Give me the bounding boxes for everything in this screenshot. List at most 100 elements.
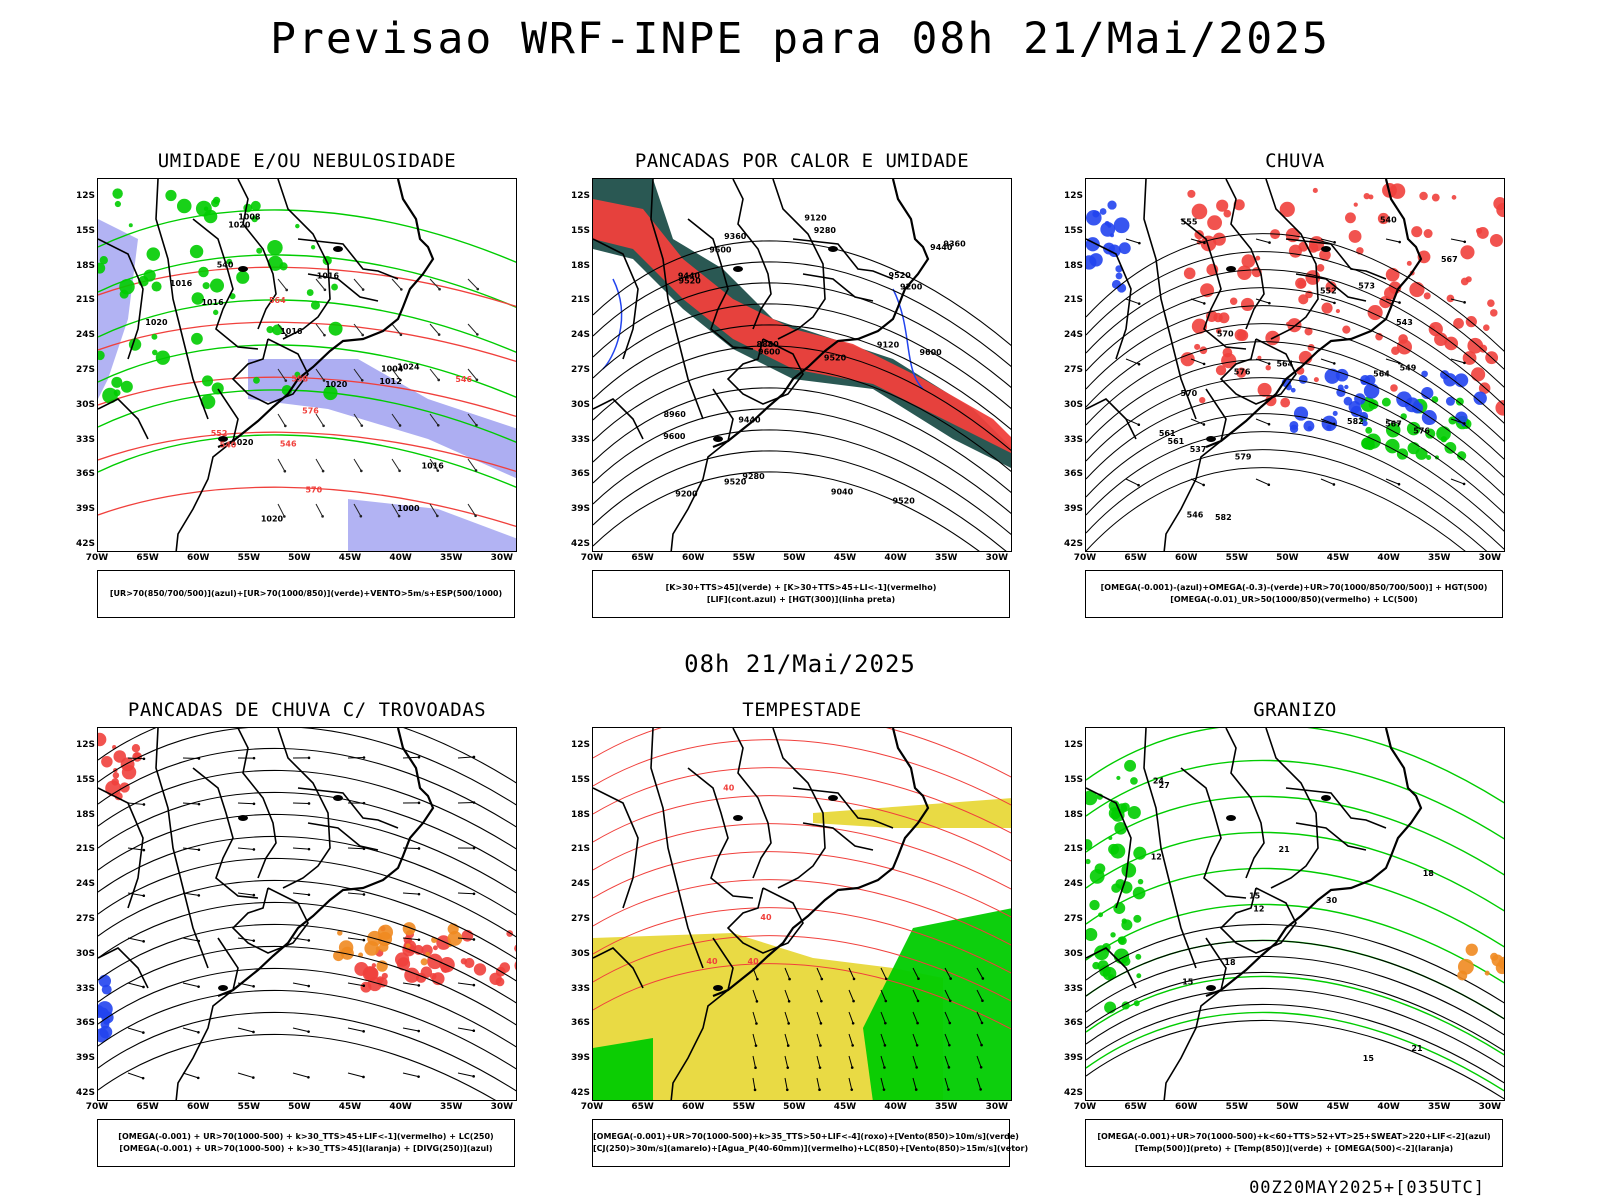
map-graphic-tempestade: 40 40 40 40 [593,728,1011,1100]
lat-label: 36S [75,1018,95,1029]
contour-label: 30 [1326,896,1338,905]
contour-label: 40 [723,783,735,792]
lon-label: 60W [681,553,705,563]
lat-label: 36S [1063,1018,1083,1029]
lat-label: 42S [1063,539,1083,549]
lat-label: 18S [75,260,95,271]
contour-label: 564 [1276,359,1293,368]
contour-label: 12 [1253,905,1264,914]
lat-label: 24S [75,879,95,890]
contour-label: 21 [1279,845,1291,854]
lon-label: 60W [186,1102,210,1112]
contour-label: 18 [1423,869,1435,878]
legend-line: [OMEGA(-0.001)+UR>70(1000-500)+k>35_TTS>… [593,1132,1019,1141]
legend-trovoadas: [OMEGA(-0.001) + UR>70(1000-500) + k>30_… [97,1119,515,1167]
lat-label: 24S [570,879,590,890]
contour-label: 1016 [317,271,340,280]
contour-label: 1020 [325,380,348,389]
contour-label: 21 [1411,1044,1423,1053]
contour-label: 27 [1159,781,1170,790]
lat-label: 27S [75,365,95,375]
legend-pancadas-calor: [K>30+TTS>45](verde) + [K>30+TTS>45+LI<-… [592,570,1010,618]
lat-label: 33S [1063,983,1083,994]
contour-label: 9600 [663,432,686,441]
lon-label: 55W [237,553,261,563]
contour-label: 9280 [814,226,837,235]
lat-label: 42S [1063,1088,1083,1098]
legend-line: [OMEGA(-0.01)_UR>50(1000/850)(vermelho) … [1170,595,1418,604]
lat-label: 33S [75,434,95,445]
contour-label: 9520 [893,497,916,506]
contour-label: 537 [1190,445,1207,454]
legend-line: [Temp(500)](preto) + [Temp(850)](verde) … [1134,1144,1454,1153]
map-umidade: 1016 1016 1016 1020 1020 1016 1020 1020 1016 1012… [97,178,517,552]
contour-label: 9440 [678,272,701,281]
lat-label: 12S [570,740,590,750]
contour-label: 1020 [145,318,168,327]
lat-label: 12S [570,191,590,201]
legend-line: [OMEGA(-0.001)+UR>70(1000-500)+k<60+TTS>… [1097,1132,1491,1141]
lat-label: 18S [1063,809,1083,820]
contour-label: 9040 [831,488,854,497]
contour-label: 9360 [943,240,966,249]
lon-label: 55W [732,553,756,563]
lon-label: 65W [136,1102,159,1112]
contour-label: 1000 [397,504,420,513]
lat-label: 27S [570,365,590,375]
contour-label: 552 [1320,287,1337,296]
legend-line: [CJ(250)>30m/s](amarelo)+[Agua_P(40-60mm… [593,1144,1029,1153]
contour-label: 564 [269,296,286,305]
lon-label: 35W [439,1102,463,1112]
contour-label: 40 [748,957,760,966]
lat-label: 33S [75,983,95,994]
contour-label: 549 [1400,363,1417,372]
contour-label: 573 [1358,281,1375,290]
map-graphic-trovoadas [98,728,516,1100]
lat-label: 18S [75,809,95,820]
legend-umidade: [UR>70(850/700/500)](azul)+[UR>70(1000/8… [97,570,515,618]
contour-label: 1016 [201,298,224,307]
contour-label: 24 [1153,776,1165,785]
legend-line: [OMEGA(-0.001) + UR>70(1000-500) + k>30_… [119,1144,493,1153]
lon-label: 40W [389,553,412,563]
lon-label: 70W [1073,553,1097,563]
map-graphic-umidade: 1016 1016 1016 1020 1020 1016 1020 1020 1016 1012… [98,179,516,551]
lon-label: 65W [1124,553,1147,563]
lat-label: 36S [75,469,95,480]
contour-label: 552 [211,429,228,438]
contour-label: 9520 [824,353,847,362]
lon-label: 45W [1326,553,1350,563]
lat-label: 39S [570,1053,590,1064]
lat-label: 42S [570,1088,590,1098]
contour-label: 546 [1187,511,1204,520]
contour-label: 15 [1363,1054,1375,1063]
lon-label: 70W [1073,1102,1097,1112]
lon-label: 40W [884,1102,907,1112]
lon-label: 55W [732,1102,756,1112]
lat-label: 42S [75,539,95,549]
contour-label: 567 [1385,420,1402,429]
lon-label: 35W [934,553,958,563]
contour-label: 9520 [889,271,912,280]
lat-label: 33S [570,434,590,445]
lat-label: 15S [75,774,95,785]
contour-label: 564 [1373,370,1390,379]
lat-label: 21S [1063,844,1083,855]
contour-label: 9520 [724,478,747,487]
contour-label: 8960 [664,410,687,419]
lon-label: 40W [1377,553,1400,563]
legend-line: [OMEGA(-0.001) + UR>70(1000-500) + k>30_… [118,1132,494,1141]
panel-title-tempestade: TEMPESTADE [742,699,862,721]
lat-label: 30S [1063,948,1083,959]
lat-label: 21S [570,844,590,855]
lat-label: 33S [570,983,590,994]
lon-label: 55W [1225,1102,1249,1112]
contour-label: 576 [302,406,319,415]
lat-label: 24S [75,330,95,341]
contour-label: 579 [1235,452,1252,461]
lat-label: 42S [75,1088,95,1098]
lat-label: 12S [1063,740,1083,750]
lon-label: 50W [288,553,311,563]
lat-label: 15S [570,774,590,785]
contour-label: 1016 [170,279,193,288]
